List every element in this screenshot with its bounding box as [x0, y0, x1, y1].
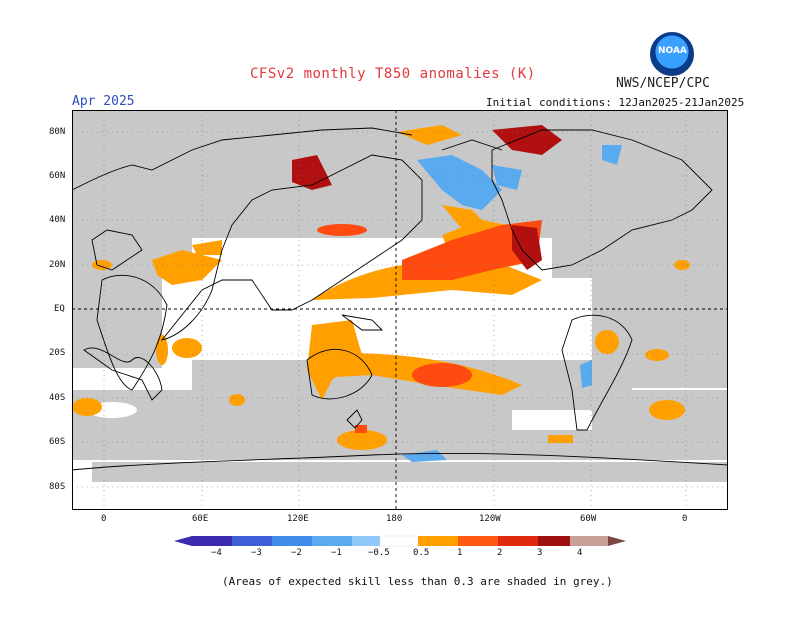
colorbar-swatch [352, 536, 380, 546]
graticule [72, 110, 728, 510]
forecast-month: Apr 2025 [72, 94, 135, 109]
lat-label: 60S [49, 437, 66, 447]
map-frame [72, 110, 728, 510]
colorbar-arrow-high [608, 536, 626, 546]
lat-label: 40N [49, 215, 66, 225]
colorbar-arrow-low [174, 536, 192, 546]
lat-label: 80N [49, 127, 66, 137]
lon-label: 60W [580, 514, 597, 524]
colorbar-swatch [379, 535, 419, 547]
colorbar-label: −4 [211, 548, 222, 558]
colorbar-swatch [570, 536, 608, 546]
lat-label: 20N [49, 260, 66, 270]
colorbar-swatch [458, 536, 498, 546]
lon-label: 180 [386, 514, 403, 524]
lat-label: 20S [49, 348, 66, 358]
lat-label: 40S [49, 393, 66, 403]
colorbar-label: −2 [291, 548, 302, 558]
colorbar-label: 0.5 [413, 548, 430, 558]
colorbar-swatch [232, 536, 272, 546]
map-title: CFSv2 monthly T850 anomalies (K) [250, 66, 536, 82]
colorbar-swatch [538, 536, 570, 546]
coastlines [72, 127, 728, 471]
colorbar-label: 1 [457, 548, 463, 558]
initial-conditions: Initial conditions: 12Jan2025-21Jan2025 [486, 96, 745, 109]
anomaly-map [72, 110, 728, 510]
cool-anomaly [402, 145, 622, 462]
skill-footnote: (Areas of expected skill less than 0.3 a… [222, 575, 613, 588]
colorbar-label: −0.5 [368, 548, 390, 558]
lat-label: EQ [54, 304, 65, 314]
lat-label: 80S [49, 482, 66, 492]
color-scale-bar [174, 535, 626, 547]
noaa-logo: NOAA [650, 32, 694, 76]
colorbar-label: 3 [537, 548, 543, 558]
lat-label: 60N [49, 171, 66, 181]
colorbar-label: −3 [251, 548, 262, 558]
lon-label: 60E [192, 514, 209, 524]
colorbar-label: 4 [577, 548, 583, 558]
low-skill-mask [72, 110, 728, 482]
colorbar-swatch [192, 536, 232, 546]
warm-anomaly-2-3K [292, 125, 562, 270]
colorbar-label: −1 [331, 548, 342, 558]
org-label: NWS/NCEP/CPC [616, 76, 710, 91]
colorbar-swatch [418, 536, 458, 546]
lon-label: 120W [479, 514, 501, 524]
lon-label: 0 [682, 514, 688, 524]
lon-label: 0 [101, 514, 107, 524]
lon-label: 120E [287, 514, 309, 524]
colorbar-swatch [272, 536, 312, 546]
colorbar-label: 2 [497, 548, 503, 558]
colorbar-swatch [312, 536, 352, 546]
colorbar-swatch [498, 536, 538, 546]
